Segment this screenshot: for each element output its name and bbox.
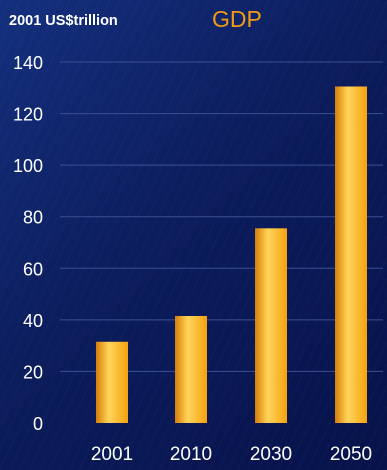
y-tick-label: 40: [23, 311, 43, 331]
bar-2030: [255, 228, 287, 423]
y-tick-label: 100: [13, 156, 43, 176]
y-axis-unit-label: 2001 US$trillion: [9, 13, 118, 29]
y-tick-label: 20: [23, 362, 43, 382]
y-tick-label: 120: [13, 105, 43, 125]
gridlines: [60, 61, 383, 372]
x-tick-label: 2010: [170, 444, 212, 465]
y-tick-label: 80: [23, 208, 43, 228]
x-tick-label: 2001: [91, 444, 133, 465]
bar-2001: [96, 341, 128, 423]
bar-2050: [335, 86, 367, 423]
x-tick-label: 2030: [250, 444, 292, 465]
y-tick-label: 60: [23, 259, 43, 279]
bar-2010: [175, 315, 207, 423]
x-tick-label: 2050: [330, 444, 372, 465]
chart-title: GDP: [212, 6, 262, 32]
x-axis-ticks: 2001 2010 2030 2050: [91, 444, 372, 465]
y-tick-label: 0: [33, 414, 43, 434]
y-axis-ticks: 0 20 40 60 80 100 120 140: [13, 53, 43, 434]
y-tick-label: 140: [13, 53, 43, 73]
bars: [96, 86, 367, 423]
